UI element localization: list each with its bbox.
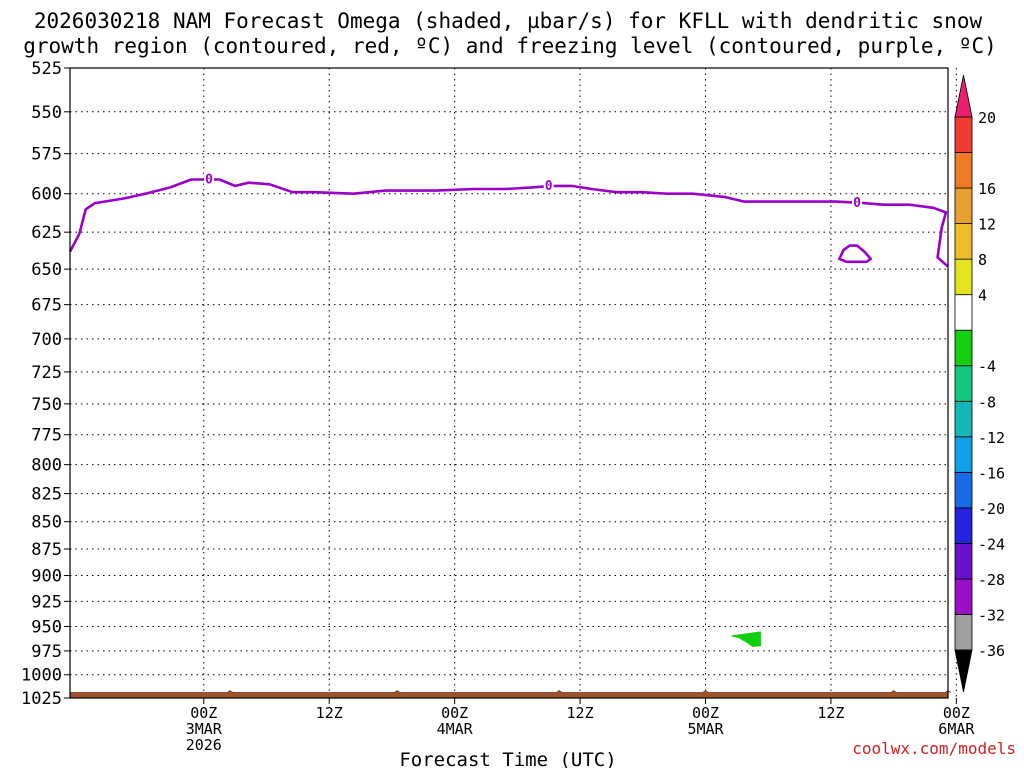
colorbar-bin bbox=[954, 578, 973, 615]
y-tick-label: 850 bbox=[31, 513, 62, 533]
x-tick-label: 3MAR bbox=[186, 720, 223, 738]
y-tick-label: 700 bbox=[31, 330, 62, 350]
colorbar-bin bbox=[954, 116, 973, 153]
x-axis-label: Forecast Time (UTC) bbox=[399, 749, 616, 768]
colorbar-label: -8 bbox=[978, 393, 996, 411]
chart-title-line-2: growth region (contoured, red, ºC) and f… bbox=[23, 34, 997, 58]
y-tick-label: 1000 bbox=[21, 666, 62, 686]
y-tick-label: 1025 bbox=[21, 689, 62, 709]
colorbar-below-arrow bbox=[954, 649, 973, 693]
colorbar-bin bbox=[954, 152, 973, 189]
omega-colorbar: -36 -32 -28 -24 -20 -16 -12 -8 -4 4 8 12 16 20 bbox=[954, 74, 1005, 693]
colorbar-bin bbox=[954, 471, 973, 509]
colorbar-above-arrow bbox=[954, 74, 973, 118]
x-tick-label: 4MAR bbox=[437, 720, 474, 738]
terrain-fill bbox=[69, 690, 952, 699]
x-tick-label: 12Z bbox=[316, 704, 343, 722]
colorbar-bin bbox=[954, 329, 973, 367]
chart-title-line-1: 2026030218 NAM Forecast Omega (shaded, µ… bbox=[34, 9, 983, 33]
y-tick-label: 800 bbox=[31, 456, 62, 476]
x-tick-label: 12Z bbox=[817, 704, 844, 722]
y-tick-label: 625 bbox=[31, 223, 62, 243]
colorbar-label: -24 bbox=[978, 535, 1005, 553]
contour-label-bg bbox=[852, 196, 863, 210]
y-tick-label: 775 bbox=[31, 426, 62, 446]
colorbar-bin bbox=[954, 543, 973, 580]
colorbar-label: 16 bbox=[978, 180, 996, 198]
y-tick-label: 925 bbox=[31, 592, 62, 612]
colorbar-bin bbox=[954, 258, 973, 296]
y-tick-label: 575 bbox=[31, 145, 62, 165]
contour-label: 0 bbox=[853, 196, 861, 211]
y-tick-label: 675 bbox=[31, 296, 62, 316]
x-tick-label: 5MAR bbox=[687, 720, 724, 738]
omega-shading bbox=[731, 631, 761, 648]
contour-label-bg bbox=[543, 178, 554, 192]
credit-text[interactable]: coolwx.com/models bbox=[852, 739, 1016, 758]
y-tick-label: 750 bbox=[31, 395, 62, 415]
colorbar-label: -20 bbox=[978, 500, 1005, 518]
y-tick-label: 875 bbox=[31, 540, 62, 560]
colorbar-label: 12 bbox=[978, 216, 996, 234]
colorbar-label: 20 bbox=[978, 109, 996, 127]
omega-region bbox=[731, 631, 761, 648]
colorbar-bin bbox=[954, 365, 973, 402]
colorbar-bin bbox=[954, 436, 973, 473]
y-axis-ticks: 525 550 575 600 625 650 675 700 725 750 775 800 825 8… bbox=[21, 59, 70, 709]
y-tick-label: 900 bbox=[31, 567, 62, 587]
grid-lines bbox=[70, 68, 957, 698]
colorbar-label: -4 bbox=[978, 358, 996, 376]
colorbar-label: -28 bbox=[978, 571, 1005, 589]
plot-frame bbox=[69, 67, 949, 699]
colorbar-label: -36 bbox=[978, 642, 1005, 660]
x-tick-label: 12Z bbox=[567, 704, 594, 722]
terrain-surface bbox=[69, 690, 952, 699]
x-tick-label: 00Z bbox=[943, 704, 970, 722]
x-tick-label: 00Z bbox=[190, 704, 217, 722]
plot-area bbox=[70, 68, 948, 698]
y-tick-label: 550 bbox=[31, 103, 62, 123]
x-tick-label: 00Z bbox=[441, 704, 468, 722]
contour-label: 0 bbox=[545, 179, 553, 194]
x-tick-label: 00Z bbox=[692, 704, 719, 722]
y-tick-label: 825 bbox=[31, 485, 62, 505]
contour-label-bg bbox=[204, 172, 215, 186]
colorbar-bin bbox=[954, 223, 973, 260]
colorbar-bin bbox=[954, 187, 973, 224]
colorbar-label: -12 bbox=[978, 429, 1005, 447]
y-tick-label: 975 bbox=[31, 642, 62, 662]
freezing-level-closed-contour bbox=[838, 244, 872, 264]
y-tick-label: 950 bbox=[31, 617, 62, 637]
colorbar-bin bbox=[954, 507, 973, 544]
colorbar-bin bbox=[954, 294, 973, 331]
x-tick-label: 2026 bbox=[186, 736, 222, 754]
colorbar-label: 8 bbox=[978, 251, 987, 269]
y-tick-label: 600 bbox=[31, 185, 62, 205]
x-tick-label: 6MAR bbox=[938, 720, 975, 738]
colorbar-label: 4 bbox=[978, 287, 987, 305]
y-tick-label: 725 bbox=[31, 363, 62, 383]
y-tick-label: 650 bbox=[31, 260, 62, 280]
contour-label: 0 bbox=[205, 173, 213, 188]
colorbar-label: -32 bbox=[978, 606, 1005, 624]
freezing-level-contours: 0 0 0 bbox=[68, 172, 949, 268]
colorbar-label: -16 bbox=[978, 464, 1005, 482]
y-tick-label: 525 bbox=[31, 59, 62, 79]
colorbar-bin bbox=[954, 614, 973, 651]
colorbar-bin bbox=[954, 400, 973, 438]
